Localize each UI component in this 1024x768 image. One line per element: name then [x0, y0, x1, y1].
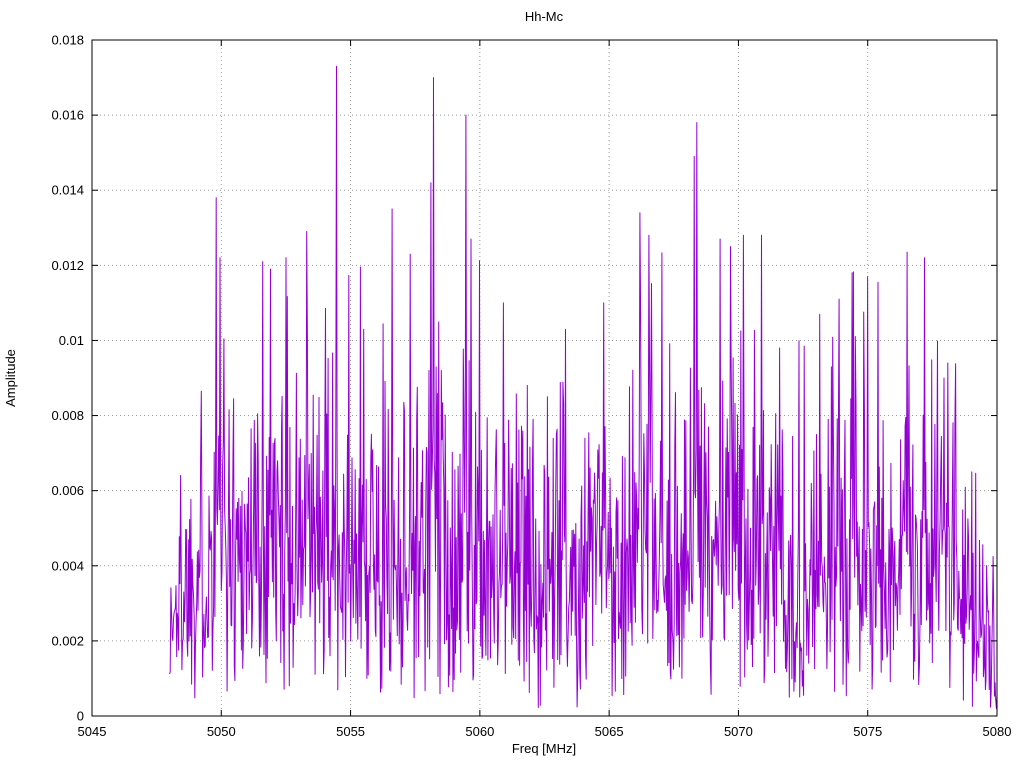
- y-tick-label: 0: [77, 709, 84, 724]
- y-tick-label: 0.016: [51, 108, 84, 123]
- chart-title: Hh-Mc: [525, 9, 564, 24]
- spectrum-line: [169, 65, 998, 709]
- x-tick-label: 5070: [724, 724, 753, 739]
- x-tick-label: 5045: [78, 724, 107, 739]
- tick-labels: 5045 5050 5055 5060 5065 5070 5075 5080 0 0.002 0.…: [51, 33, 1011, 740]
- series-layer: [169, 65, 998, 709]
- x-tick-label: 5080: [983, 724, 1012, 739]
- axis-layer: [91, 39, 998, 717]
- y-axis-label: Amplitude: [3, 349, 18, 407]
- y-tick-label: 0.014: [51, 183, 84, 198]
- plot-border: [91, 39, 998, 717]
- x-tick-label: 5075: [853, 724, 882, 739]
- y-tick-label: 0.002: [51, 633, 84, 648]
- y-tick-label: 0.018: [51, 33, 84, 48]
- y-tick-label: 0.012: [51, 258, 84, 273]
- y-tick-label: 0.006: [51, 483, 84, 498]
- y-tick-label: 0.008: [51, 408, 84, 423]
- x-axis-label: Freq [MHz]: [512, 741, 576, 756]
- x-tick-label: 5060: [465, 724, 494, 739]
- x-tick-label: 5065: [595, 724, 624, 739]
- x-tick-label: 5050: [207, 724, 236, 739]
- x-tick-label: 5055: [336, 724, 365, 739]
- y-tick-label: 0.004: [51, 558, 84, 573]
- y-tick-label: 0.01: [59, 333, 84, 348]
